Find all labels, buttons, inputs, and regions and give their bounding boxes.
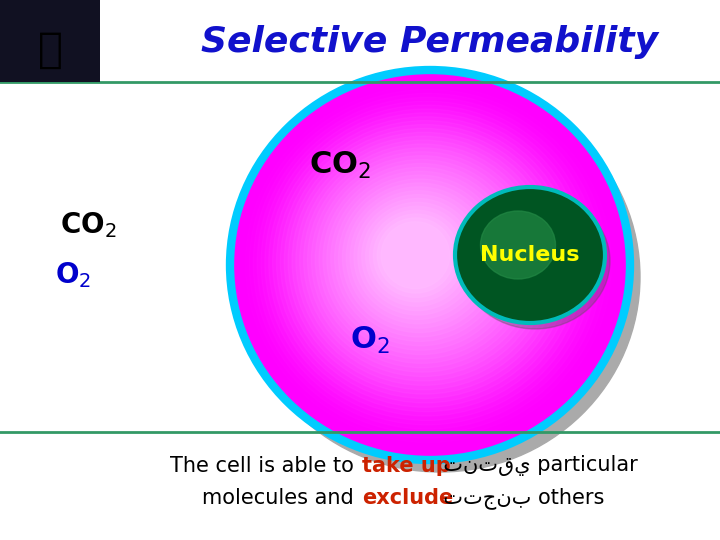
Ellipse shape <box>374 214 459 298</box>
Ellipse shape <box>323 164 519 355</box>
Bar <box>0 0 100 82</box>
Ellipse shape <box>284 125 565 399</box>
Ellipse shape <box>335 175 505 341</box>
Ellipse shape <box>280 120 570 403</box>
Text: O$_2$: O$_2$ <box>55 260 91 290</box>
Ellipse shape <box>319 159 523 359</box>
Ellipse shape <box>346 187 491 328</box>
Ellipse shape <box>311 152 533 368</box>
Ellipse shape <box>377 218 454 293</box>
Ellipse shape <box>257 97 598 429</box>
Text: تتجنب others: تتجنب others <box>430 487 604 509</box>
Ellipse shape <box>460 193 610 329</box>
Ellipse shape <box>327 167 514 350</box>
Ellipse shape <box>276 117 575 407</box>
Text: Selective Permeability: Selective Permeability <box>202 25 659 59</box>
Ellipse shape <box>304 144 542 376</box>
Ellipse shape <box>246 85 611 442</box>
Ellipse shape <box>240 82 640 472</box>
Ellipse shape <box>361 202 473 310</box>
Ellipse shape <box>350 191 487 324</box>
Ellipse shape <box>315 156 528 363</box>
Ellipse shape <box>288 129 561 394</box>
Ellipse shape <box>338 179 500 337</box>
Ellipse shape <box>296 136 552 386</box>
Text: Nucleus: Nucleus <box>480 245 580 265</box>
Ellipse shape <box>253 93 602 434</box>
Ellipse shape <box>381 222 449 289</box>
Text: The cell is able to: The cell is able to <box>169 456 360 476</box>
Ellipse shape <box>249 90 607 438</box>
Ellipse shape <box>358 199 477 315</box>
Text: O$_2$: O$_2$ <box>350 325 390 355</box>
Text: exclude: exclude <box>362 488 454 508</box>
Ellipse shape <box>273 113 579 411</box>
Ellipse shape <box>307 148 538 372</box>
Ellipse shape <box>300 140 546 381</box>
Ellipse shape <box>343 183 496 333</box>
Ellipse shape <box>480 211 556 279</box>
Ellipse shape <box>261 101 593 425</box>
Text: CO$_2$: CO$_2$ <box>60 210 117 240</box>
Ellipse shape <box>265 105 588 421</box>
Text: تنتقي particular: تنتقي particular <box>430 456 638 476</box>
Ellipse shape <box>269 109 584 416</box>
Ellipse shape <box>369 210 464 302</box>
Text: molecules and: molecules and <box>202 488 360 508</box>
Ellipse shape <box>330 171 510 346</box>
Ellipse shape <box>366 206 468 306</box>
Text: 🌿: 🌿 <box>37 29 63 71</box>
Ellipse shape <box>242 82 616 447</box>
Text: take up: take up <box>362 456 451 476</box>
Text: CO$_2$: CO$_2$ <box>309 150 371 180</box>
Ellipse shape <box>292 132 556 390</box>
Ellipse shape <box>354 194 482 319</box>
Ellipse shape <box>455 187 605 323</box>
Ellipse shape <box>230 70 630 460</box>
